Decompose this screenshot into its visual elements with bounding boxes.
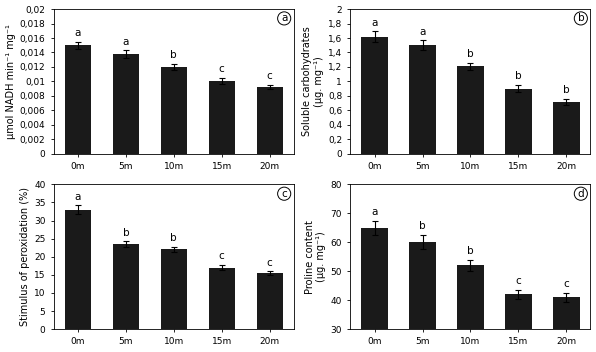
Text: b: b <box>419 221 426 231</box>
Text: c: c <box>563 279 569 289</box>
Bar <box>457 66 483 154</box>
Y-axis label: µmol NADH min⁻¹ mg⁻¹: µmol NADH min⁻¹ mg⁻¹ <box>5 24 15 139</box>
Bar <box>209 268 235 329</box>
Text: a: a <box>123 37 129 47</box>
Text: b: b <box>578 13 584 23</box>
Y-axis label: Stimulus of peroxidation (%): Stimulus of peroxidation (%) <box>20 187 30 326</box>
Bar <box>65 45 91 154</box>
Bar <box>553 102 579 154</box>
Bar <box>256 273 283 329</box>
Bar <box>160 67 187 154</box>
Text: b: b <box>170 50 177 61</box>
Bar <box>256 87 283 154</box>
Text: c: c <box>219 64 225 74</box>
Text: b: b <box>170 233 177 243</box>
Bar <box>505 294 532 352</box>
Text: a: a <box>420 26 426 37</box>
Bar <box>361 228 388 352</box>
Text: b: b <box>563 85 570 95</box>
Text: c: c <box>219 251 225 262</box>
Text: a: a <box>74 28 81 38</box>
Text: a: a <box>281 13 287 23</box>
Text: d: d <box>578 189 584 199</box>
Y-axis label: Soluble carbohydrates
(µg. mg⁻¹): Soluble carbohydrates (µg. mg⁻¹) <box>302 26 324 136</box>
Bar <box>409 45 436 154</box>
Text: c: c <box>267 258 272 268</box>
Text: b: b <box>515 71 522 81</box>
Bar <box>160 250 187 329</box>
Bar <box>457 265 483 352</box>
Bar <box>361 37 388 154</box>
Text: a: a <box>74 192 81 202</box>
Text: b: b <box>123 227 129 238</box>
Bar <box>65 210 91 329</box>
Bar <box>505 89 532 154</box>
Bar <box>113 54 139 154</box>
Y-axis label: Proline content
(µg. mg⁻¹): Proline content (µg. mg⁻¹) <box>305 220 327 294</box>
Text: c: c <box>516 276 522 287</box>
Bar <box>553 297 579 352</box>
Text: b: b <box>467 246 474 256</box>
Text: a: a <box>371 207 378 217</box>
Bar <box>209 81 235 154</box>
Text: c: c <box>267 71 272 81</box>
Bar <box>409 242 436 352</box>
Text: c: c <box>281 189 287 199</box>
Bar <box>113 244 139 329</box>
Text: b: b <box>467 49 474 59</box>
Text: a: a <box>371 18 378 28</box>
